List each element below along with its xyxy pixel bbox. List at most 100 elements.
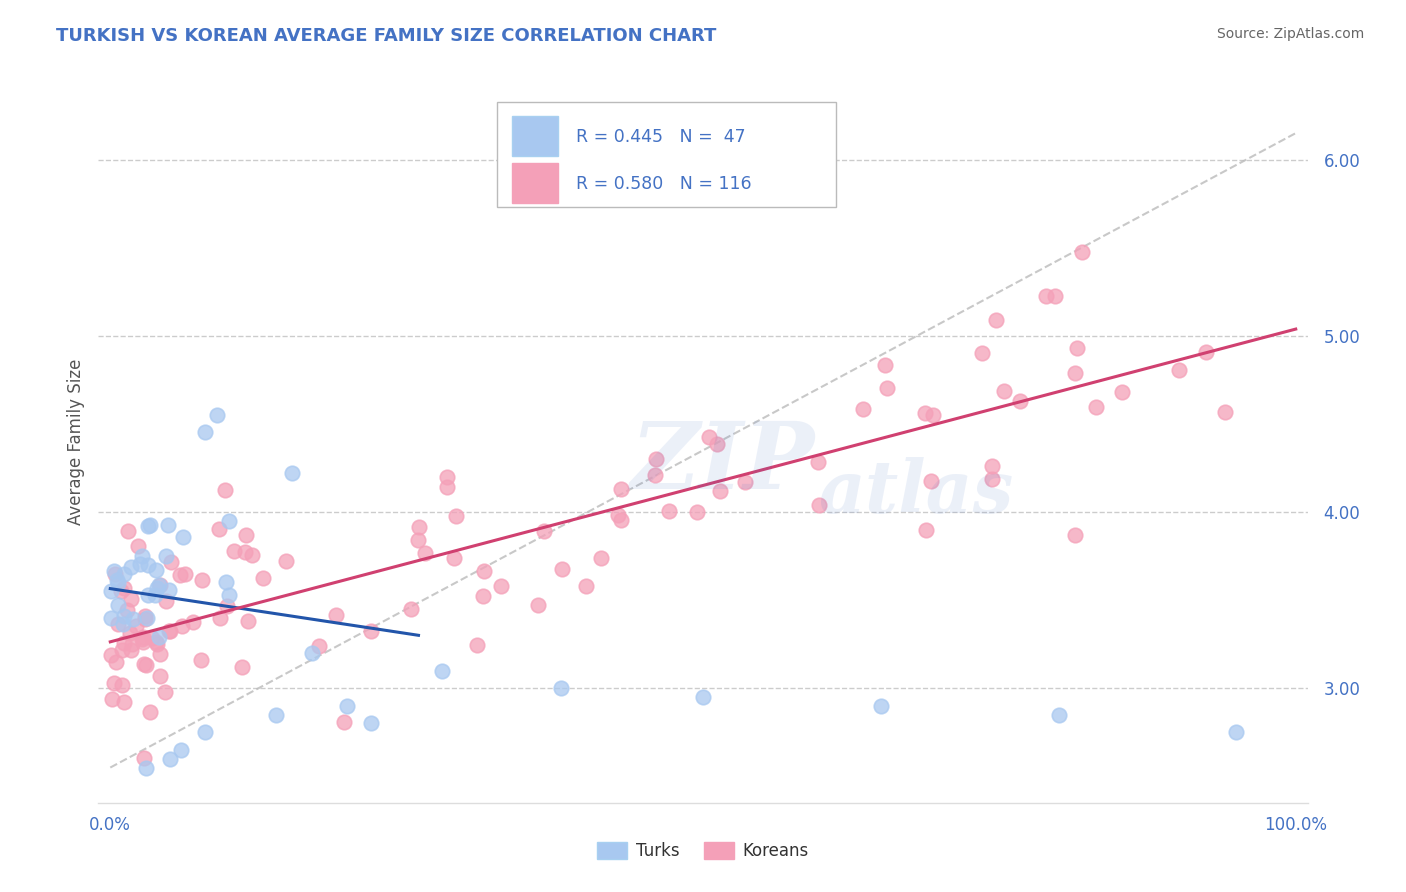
Point (205, 408, 228, 422)
Point (606, 508, 628, 523)
Point (127, 539, 149, 553)
Point (235, 528, 257, 542)
Point (984, 313, 1007, 327)
Point (276, 553, 298, 567)
Point (170, 743, 193, 757)
Point (413, 546, 436, 560)
Point (301, 646, 323, 660)
Point (103, 675, 125, 690)
Point (970, 345, 993, 359)
Point (1045, 289, 1067, 303)
Point (240, 548, 263, 562)
Point (360, 624, 382, 638)
Point (658, 504, 681, 518)
Point (155, 593, 177, 607)
Point (432, 664, 454, 678)
Point (155, 549, 177, 563)
Point (981, 458, 1004, 473)
Point (149, 578, 172, 592)
Point (111, 617, 134, 632)
Point (121, 637, 143, 651)
Point (125, 618, 148, 632)
Point (1063, 366, 1085, 380)
Point (105, 573, 128, 587)
Point (120, 560, 142, 574)
Point (333, 714, 356, 729)
Point (401, 602, 423, 616)
Point (472, 589, 495, 603)
Point (172, 530, 194, 544)
Point (149, 648, 172, 662)
Point (136, 588, 159, 602)
Point (208, 611, 231, 625)
Point (533, 524, 555, 539)
Point (136, 519, 159, 533)
Point (104, 655, 127, 669)
Point (233, 544, 256, 558)
Point (115, 603, 138, 617)
Point (135, 611, 157, 625)
Point (148, 578, 170, 592)
Point (121, 612, 143, 626)
Point (112, 694, 135, 708)
Point (215, 574, 238, 589)
Point (117, 524, 139, 539)
Point (118, 625, 141, 640)
Point (146, 581, 169, 595)
Point (145, 564, 167, 578)
Point (610, 513, 633, 527)
Point (169, 567, 191, 582)
Point (645, 452, 668, 467)
Point (807, 455, 830, 469)
Point (610, 482, 633, 496)
Point (406, 533, 429, 547)
Point (692, 690, 714, 704)
Bar (512, 116, 558, 156)
Point (218, 589, 240, 603)
Point (132, 635, 155, 649)
Point (194, 725, 217, 739)
Text: Source: ZipAtlas.com: Source: ZipAtlas.com (1216, 27, 1364, 41)
Point (920, 475, 942, 489)
Point (236, 614, 259, 628)
Point (157, 582, 180, 597)
Point (134, 612, 156, 626)
Point (336, 698, 359, 713)
Point (734, 475, 756, 489)
Point (1070, 244, 1092, 259)
Point (914, 406, 936, 420)
Point (1008, 394, 1031, 409)
Point (103, 567, 125, 582)
Point (706, 437, 728, 451)
Point (644, 467, 666, 482)
Point (146, 637, 169, 651)
Point (852, 402, 875, 417)
Point (214, 483, 236, 497)
Point (107, 599, 129, 613)
Point (181, 615, 204, 629)
Point (136, 558, 159, 572)
Point (135, 658, 157, 673)
Point (112, 566, 135, 581)
Point (159, 752, 181, 766)
Point (139, 517, 162, 532)
Point (111, 643, 134, 657)
Point (132, 750, 155, 764)
Point (120, 591, 142, 606)
Point (472, 564, 495, 578)
Point (875, 358, 897, 372)
Point (551, 562, 574, 576)
Point (550, 681, 572, 696)
Point (194, 425, 217, 439)
Point (252, 571, 274, 585)
Point (112, 608, 135, 623)
Text: TURKISH VS KOREAN AVERAGE FAMILY SIZE CORRELATION CHART: TURKISH VS KOREAN AVERAGE FAMILY SIZE CO… (56, 27, 717, 45)
Point (1085, 401, 1108, 415)
Point (1215, 405, 1237, 419)
Point (591, 550, 613, 565)
Point (143, 588, 166, 602)
Point (980, 472, 1002, 486)
Point (527, 599, 550, 613)
Point (157, 624, 180, 638)
Point (112, 582, 135, 596)
